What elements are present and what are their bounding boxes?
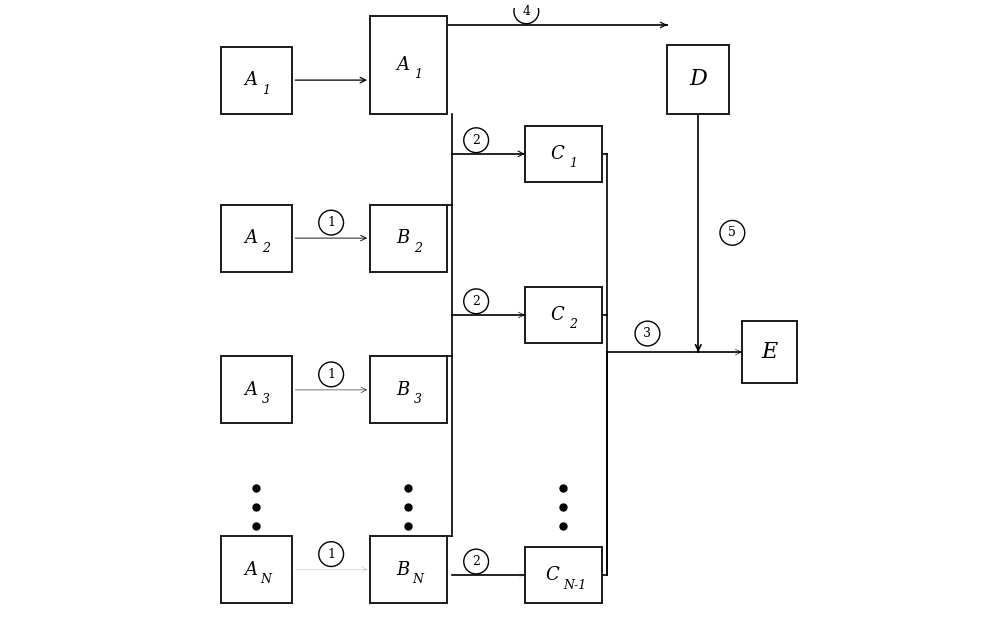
Text: 2: 2 <box>414 241 422 255</box>
Text: 2: 2 <box>472 295 480 308</box>
Circle shape <box>514 0 539 24</box>
Text: A: A <box>244 229 257 247</box>
Circle shape <box>319 542 344 566</box>
Bar <box>742 321 797 383</box>
Bar <box>525 126 602 182</box>
Bar <box>667 46 729 114</box>
Text: C: C <box>545 566 559 584</box>
Bar <box>370 356 447 423</box>
Text: 5: 5 <box>728 226 736 240</box>
Text: 1: 1 <box>327 368 335 381</box>
Text: N: N <box>412 573 423 586</box>
Text: C: C <box>550 145 564 163</box>
Bar <box>370 205 447 272</box>
Text: 1: 1 <box>327 216 335 229</box>
Text: A: A <box>396 56 409 73</box>
Text: E: E <box>761 341 778 363</box>
Circle shape <box>464 128 489 152</box>
Text: A: A <box>244 71 257 89</box>
Text: 2: 2 <box>262 241 270 255</box>
Bar <box>525 287 602 343</box>
Bar <box>370 536 447 603</box>
Text: D: D <box>689 68 707 90</box>
Text: 4: 4 <box>522 5 530 18</box>
Text: C: C <box>550 306 564 324</box>
Text: 2: 2 <box>569 319 577 331</box>
Circle shape <box>720 221 745 245</box>
Bar <box>221 205 292 272</box>
Text: 1: 1 <box>414 68 422 81</box>
Text: B: B <box>396 381 409 399</box>
Text: B: B <box>396 561 409 578</box>
Text: 2: 2 <box>472 134 480 147</box>
Text: 3: 3 <box>262 393 270 406</box>
Circle shape <box>635 321 660 346</box>
Bar <box>221 356 292 423</box>
Text: A: A <box>244 561 257 578</box>
Circle shape <box>464 549 489 574</box>
Bar <box>221 47 292 114</box>
Text: 1: 1 <box>569 157 577 170</box>
Circle shape <box>319 210 344 235</box>
Bar <box>221 536 292 603</box>
Text: 1: 1 <box>327 547 335 561</box>
Text: 1: 1 <box>262 83 270 97</box>
Text: 3: 3 <box>414 393 422 406</box>
Circle shape <box>319 362 344 387</box>
Bar <box>370 16 447 114</box>
Text: N-1: N-1 <box>563 578 586 592</box>
Text: N: N <box>261 573 272 586</box>
Text: 2: 2 <box>472 555 480 568</box>
Circle shape <box>464 289 489 313</box>
Text: 3: 3 <box>643 327 651 340</box>
Bar <box>525 547 602 603</box>
Text: B: B <box>396 229 409 247</box>
Text: A: A <box>244 381 257 399</box>
